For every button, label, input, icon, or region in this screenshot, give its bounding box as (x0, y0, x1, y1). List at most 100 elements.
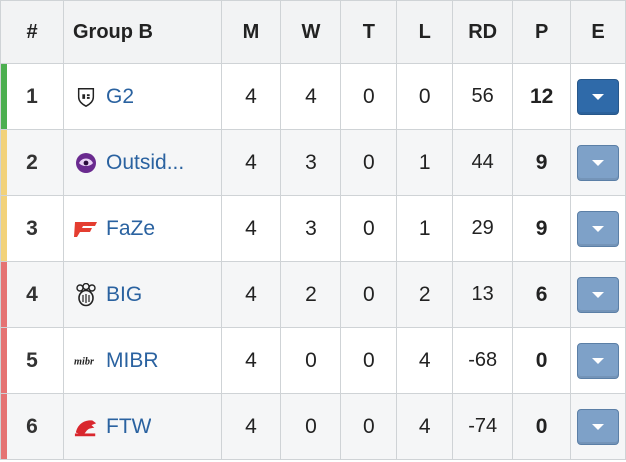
points-cell: 6 (512, 261, 572, 328)
team-cell: Outsid... (63, 129, 222, 196)
expand-cell (570, 327, 626, 394)
matches-cell: 4 (220, 327, 282, 394)
round-diff-cell: 56 (452, 63, 514, 130)
round-diff-cell: -68 (452, 327, 514, 394)
expand-button[interactable] (577, 276, 620, 313)
rank-value: 2 (26, 150, 38, 174)
team-cell: BIG (63, 261, 222, 328)
expand-button[interactable] (577, 210, 620, 247)
team-name-link[interactable]: G2 (106, 84, 135, 108)
chevron-down-icon (592, 159, 605, 166)
big-logo-icon (74, 282, 98, 307)
chevron-down-icon (592, 357, 605, 364)
ties-cell: 0 (340, 393, 398, 460)
rank-cell: 1 (0, 63, 64, 130)
rank-cell: 3 (0, 195, 64, 262)
outsiders-logo-icon (74, 151, 98, 175)
team-name-link[interactable]: FaZe (106, 216, 156, 240)
team-cell: FaZe (63, 195, 222, 262)
losses-cell: 1 (396, 195, 454, 262)
expand-button[interactable] (577, 144, 620, 181)
points-cell: 12 (512, 63, 572, 130)
wins-cell: 0 (280, 393, 342, 460)
header-ties: T (340, 0, 398, 64)
g2-logo-icon (74, 85, 98, 109)
faze-logo-icon (74, 217, 98, 241)
round-diff-cell: 44 (452, 129, 514, 196)
table-row: 1 G2 4 4 0 0 56 12 (0, 63, 626, 130)
status-bar (1, 130, 7, 195)
losses-cell: 1 (396, 129, 454, 196)
losses-cell: 0 (396, 63, 454, 130)
rank-value: 4 (26, 282, 38, 306)
rank-value: 3 (26, 216, 38, 240)
table-row: 3 FaZe 4 3 0 1 29 9 (0, 195, 626, 262)
matches-cell: 4 (220, 63, 282, 130)
team-name-link[interactable]: FTW (106, 414, 152, 438)
expand-cell (570, 261, 626, 328)
expand-cell (570, 393, 626, 460)
rank-value: 1 (26, 84, 38, 108)
table-row: 2 Outsid... 4 3 0 1 44 9 (0, 129, 626, 196)
ties-cell: 0 (340, 63, 398, 130)
ftw-logo-icon (74, 415, 98, 439)
header-expand: E (570, 0, 626, 64)
header-rank: # (0, 0, 64, 64)
round-diff-cell: 13 (452, 261, 514, 328)
team-cell: G2 (63, 63, 222, 130)
matches-cell: 4 (220, 129, 282, 196)
losses-cell: 2 (396, 261, 454, 328)
status-bar (1, 328, 7, 393)
status-bar (1, 196, 7, 261)
losses-cell: 4 (396, 327, 454, 394)
expand-button[interactable] (577, 78, 620, 115)
points-cell: 0 (512, 327, 572, 394)
expand-cell (570, 195, 626, 262)
header-group: Group B (63, 0, 222, 64)
wins-cell: 3 (280, 129, 342, 196)
ties-cell: 0 (340, 261, 398, 328)
points-cell: 9 (512, 129, 572, 196)
expand-cell (570, 63, 626, 130)
round-diff-cell: 29 (452, 195, 514, 262)
points-cell: 9 (512, 195, 572, 262)
table-row: 5 mibr MIBR 4 0 0 4 -68 0 (0, 327, 626, 394)
svg-text:mibr: mibr (74, 356, 95, 367)
header-points: P (512, 0, 572, 64)
rank-cell: 6 (0, 393, 64, 460)
rank-value: 6 (26, 414, 38, 438)
expand-button[interactable] (577, 408, 620, 445)
ties-cell: 0 (340, 327, 398, 394)
table-row: 6 FTW 4 0 0 4 -74 0 (0, 393, 626, 460)
matches-cell: 4 (220, 195, 282, 262)
header-round-diff: RD (452, 0, 514, 64)
matches-cell: 4 (220, 261, 282, 328)
expand-button[interactable] (577, 342, 620, 379)
rank-value: 5 (26, 348, 38, 372)
wins-cell: 2 (280, 261, 342, 328)
rank-cell: 4 (0, 261, 64, 328)
losses-cell: 4 (396, 393, 454, 460)
team-name-link[interactable]: MIBR (106, 348, 159, 372)
chevron-down-icon (592, 225, 605, 232)
header-wins: W (280, 0, 342, 64)
header-matches: M (220, 0, 282, 64)
chevron-down-icon (592, 291, 605, 298)
header-losses: L (396, 0, 454, 64)
team-cell: FTW (63, 393, 222, 460)
expand-cell (570, 129, 626, 196)
chevron-down-icon (592, 423, 605, 430)
team-name-link[interactable]: Outsid... (106, 150, 185, 174)
table-row: 4 BIG 4 2 0 2 13 6 (0, 261, 626, 328)
wins-cell: 3 (280, 195, 342, 262)
status-bar (1, 64, 7, 129)
header-row: # Group B M W T L RD P E (0, 0, 626, 64)
wins-cell: 0 (280, 327, 342, 394)
status-bar (1, 394, 7, 459)
rank-cell: 5 (0, 327, 64, 394)
team-name-link[interactable]: BIG (106, 282, 143, 306)
wins-cell: 4 (280, 63, 342, 130)
points-cell: 0 (512, 393, 572, 460)
ties-cell: 0 (340, 129, 398, 196)
